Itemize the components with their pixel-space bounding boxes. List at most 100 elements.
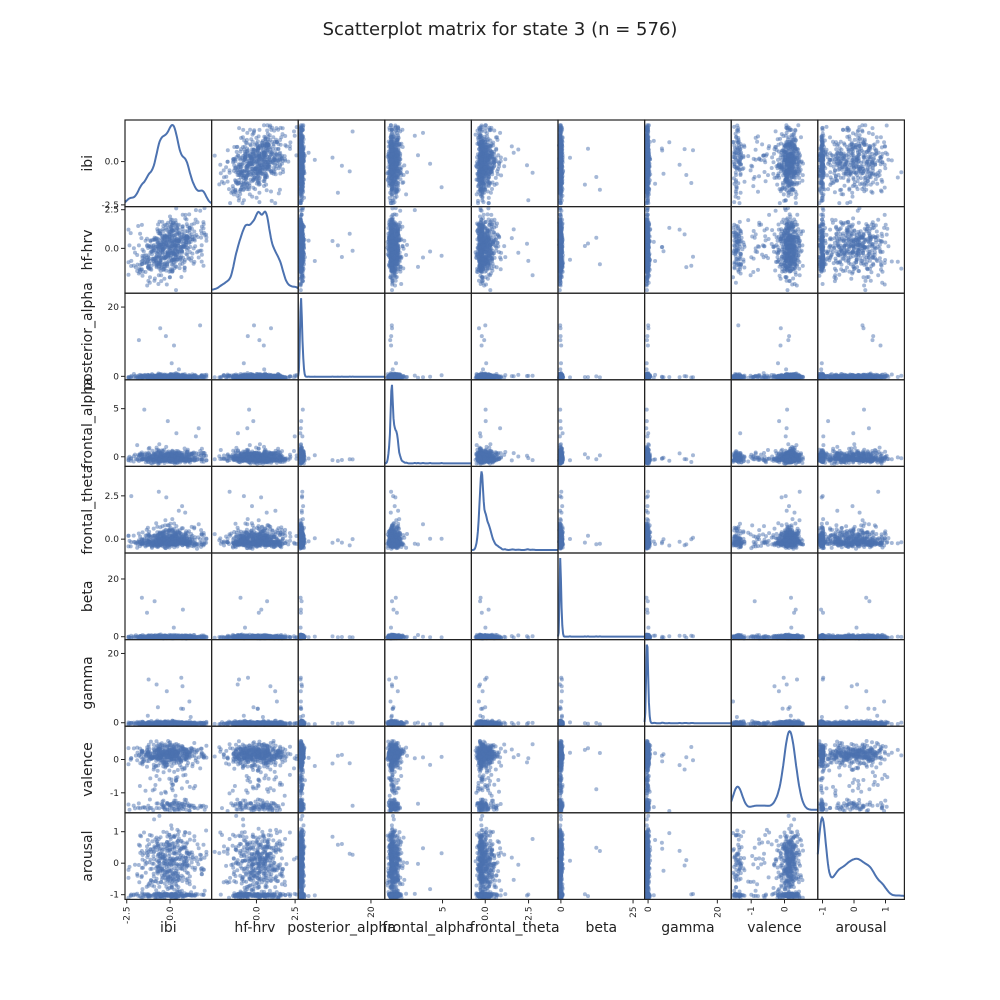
point [283, 157, 287, 161]
point [299, 186, 303, 190]
point [222, 168, 226, 172]
point [244, 175, 248, 179]
point [265, 149, 269, 153]
point [278, 154, 282, 158]
point [271, 147, 275, 151]
point [388, 160, 392, 164]
point [213, 154, 217, 158]
kde-curve-ibi [125, 125, 212, 203]
point [249, 137, 253, 141]
point [239, 150, 243, 154]
point [494, 176, 498, 180]
panel-ibi-vs-frontal_alpha [385, 120, 472, 207]
point [401, 181, 405, 185]
point [245, 131, 249, 135]
point [273, 163, 277, 167]
point [250, 173, 254, 177]
point [262, 135, 266, 139]
point [390, 128, 394, 132]
point [265, 188, 269, 192]
point [256, 146, 260, 150]
point [228, 168, 232, 172]
chart-title: Scatterplot matrix for state 3 (n = 576) [323, 19, 678, 40]
point [277, 191, 281, 195]
point [391, 182, 395, 186]
panel-grid [125, 120, 904, 900]
point [288, 140, 292, 144]
point [300, 149, 304, 153]
point [499, 156, 503, 160]
point [256, 170, 260, 174]
point [531, 171, 535, 175]
point [263, 177, 267, 181]
point [219, 171, 223, 175]
point [226, 180, 230, 184]
point [300, 135, 304, 139]
point [502, 164, 506, 168]
point [270, 199, 274, 203]
point [421, 131, 425, 135]
point [260, 172, 264, 176]
point [269, 128, 273, 132]
point [233, 190, 237, 194]
point [227, 187, 231, 191]
panel-ibi-vs-ibi [125, 120, 212, 207]
point [232, 163, 236, 167]
point [398, 167, 402, 171]
point [279, 143, 283, 147]
point [299, 158, 303, 162]
point [390, 190, 394, 194]
point [394, 158, 398, 162]
point [244, 141, 248, 145]
point [386, 179, 390, 183]
point [268, 158, 272, 162]
point [268, 124, 272, 128]
point [389, 165, 393, 169]
point [299, 174, 303, 178]
point [263, 143, 267, 147]
point [258, 128, 262, 132]
point [281, 167, 285, 171]
point [510, 144, 514, 148]
point [238, 189, 242, 193]
point [269, 190, 273, 194]
point [257, 134, 261, 138]
point [284, 144, 288, 148]
point [235, 145, 239, 149]
point [395, 143, 399, 147]
point [288, 147, 292, 151]
point [224, 165, 228, 169]
point [253, 187, 257, 191]
point [331, 156, 335, 160]
point [283, 134, 287, 138]
point [265, 174, 269, 178]
point [413, 134, 417, 138]
point [396, 128, 400, 132]
point [275, 126, 279, 130]
point [267, 135, 271, 139]
point [257, 152, 261, 156]
point [512, 151, 516, 155]
point [222, 181, 226, 185]
point [487, 196, 491, 200]
point [235, 194, 239, 198]
point [299, 201, 303, 205]
point [273, 201, 277, 205]
point [298, 165, 302, 169]
point [389, 140, 393, 144]
point [336, 191, 340, 195]
point [237, 199, 241, 203]
point [274, 167, 278, 171]
point [218, 163, 222, 167]
point [226, 160, 230, 164]
point [313, 158, 317, 162]
point [281, 126, 285, 130]
point [226, 148, 230, 152]
point [394, 173, 398, 177]
point [404, 192, 408, 196]
point [249, 178, 253, 182]
point [235, 150, 239, 154]
point [401, 145, 405, 149]
point [238, 165, 242, 169]
point [252, 128, 256, 132]
